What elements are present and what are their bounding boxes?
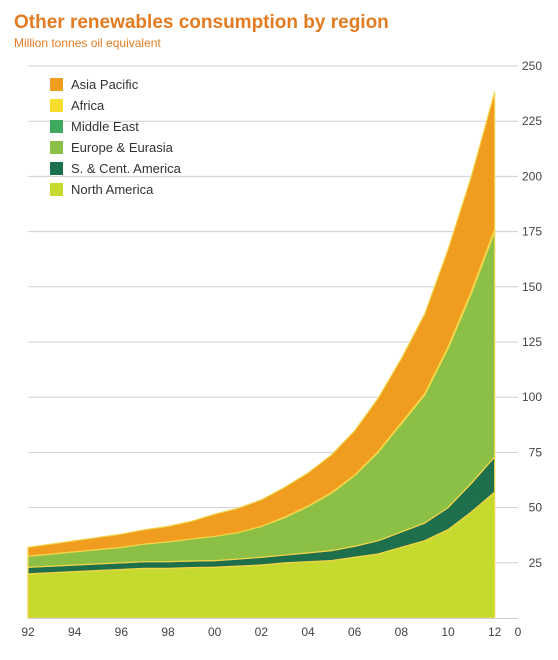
y-tick-label: 175 [522, 225, 542, 239]
legend-swatch [50, 99, 63, 112]
legend-swatch [50, 120, 63, 133]
legend-label: Europe & Eurasia [71, 140, 173, 155]
legend-label: North America [71, 182, 153, 197]
x-tick-label: 94 [68, 625, 82, 639]
y-tick-label: 250 [522, 60, 542, 73]
legend: Asia Pacific Africa Middle East Europe & Eu… [50, 74, 181, 200]
y-tick-label: 100 [522, 390, 542, 404]
x-tick-label: 04 [301, 625, 315, 639]
chart-title: Other renewables consumption by region [14, 12, 558, 34]
legend-label: Middle East [71, 119, 139, 134]
x-tick-label: 10 [441, 625, 455, 639]
x-tick-label: 0 [515, 625, 522, 639]
y-tick-label: 150 [522, 280, 542, 294]
y-tick-label: 25 [529, 556, 543, 570]
legend-swatch [50, 78, 63, 91]
legend-label: Asia Pacific [71, 77, 138, 92]
legend-label: Africa [71, 98, 104, 113]
y-tick-label: 125 [522, 335, 542, 349]
y-tick-label: 225 [522, 114, 542, 128]
x-tick-label: 12 [488, 625, 502, 639]
legend-item: S. & Cent. America [50, 158, 181, 179]
chart-subtitle: Million tonnes oil equivalent [14, 36, 558, 50]
y-tick-label: 75 [529, 445, 543, 459]
x-tick-label: 96 [115, 625, 129, 639]
x-tick-label: 00 [208, 625, 222, 639]
legend-swatch [50, 183, 63, 196]
x-tick-label: 06 [348, 625, 362, 639]
y-tick-label: 50 [529, 501, 543, 515]
legend-item: Asia Pacific [50, 74, 181, 95]
legend-swatch [50, 141, 63, 154]
legend-item: Europe & Eurasia [50, 137, 181, 158]
x-tick-label: 02 [255, 625, 269, 639]
legend-swatch [50, 162, 63, 175]
x-tick-label: 08 [395, 625, 409, 639]
legend-label: S. & Cent. America [71, 161, 181, 176]
legend-item: Middle East [50, 116, 181, 137]
x-tick-label: 92 [21, 625, 35, 639]
legend-item: Africa [50, 95, 181, 116]
chart-container: 2550751001251501752002252509294969800020… [14, 60, 554, 648]
legend-item: North America [50, 179, 181, 200]
x-tick-label: 98 [161, 625, 175, 639]
y-tick-label: 200 [522, 169, 542, 183]
